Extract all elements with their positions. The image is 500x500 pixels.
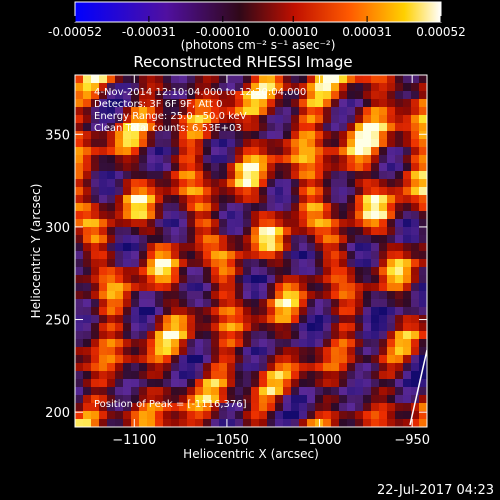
x-axis-label: Heliocentric X (arcsec) <box>183 447 319 461</box>
colorbar: -0.00052 -0.00031 -0.00010 0.00010 0.00031 0.… <box>48 1 466 52</box>
colorbar-tick-label: -0.00052 <box>48 25 102 39</box>
footer-date: 22-Jul-2017 04:23 <box>377 483 494 498</box>
x-tick-label: −1100 <box>112 433 156 448</box>
colorbar-tick-label: -0.00031 <box>122 25 176 39</box>
annotation-detectors: Detectors: 3F 6F 9F, Att 0 <box>94 99 222 110</box>
colorbar-tick-label: 0.00010 <box>268 25 318 39</box>
colorbar-tick-label: -0.00010 <box>196 25 250 39</box>
y-tick-label: 300 <box>45 221 70 236</box>
colorbar-tick-label: 0.00052 <box>416 25 466 39</box>
colorbar-tick-label: 0.00031 <box>342 25 392 39</box>
y-tick-label: 200 <box>45 406 70 421</box>
colorbar-unit-label: (photons cm⁻² s⁻¹ asec⁻²) <box>181 38 336 52</box>
annotations: 4-Nov-2014 12:10:04.000 to 12:20:04.000 … <box>94 87 306 410</box>
y-tick-label: 350 <box>45 128 70 143</box>
x-tick-label: −1000 <box>298 433 342 448</box>
annotation-energy: Energy Range: 25.0 - 50.0 keV <box>94 111 247 122</box>
y-axis-label: Heliocentric Y (arcsec) <box>29 184 43 319</box>
colorbar-ticks: -0.00052 -0.00031 -0.00010 0.00010 0.00031 0.… <box>48 16 466 39</box>
chart-title: Reconstructed RHESSI Image <box>133 53 352 71</box>
axis-ticks: −1100 −1050 −1000 −950 200 250 300 350 <box>45 75 430 448</box>
sun-limb-line <box>409 349 427 426</box>
colorbar-gradient <box>74 1 442 23</box>
heatmap-image <box>75 75 427 427</box>
x-tick-label: −950 <box>394 433 430 448</box>
annotation-time-range: 4-Nov-2014 12:10:04.000 to 12:20:04.000 <box>94 87 306 98</box>
plot-frame <box>74 74 428 428</box>
x-tick-label: −1050 <box>205 433 249 448</box>
y-tick-label: 250 <box>45 314 70 329</box>
annotation-clean: Clean Total counts: 6.53E+03 <box>94 123 242 134</box>
annotation-peak: Position of Peak = [-1116,376] <box>94 399 247 410</box>
